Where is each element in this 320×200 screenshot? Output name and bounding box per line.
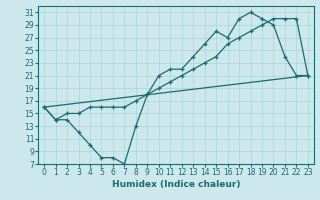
X-axis label: Humidex (Indice chaleur): Humidex (Indice chaleur) xyxy=(112,180,240,189)
